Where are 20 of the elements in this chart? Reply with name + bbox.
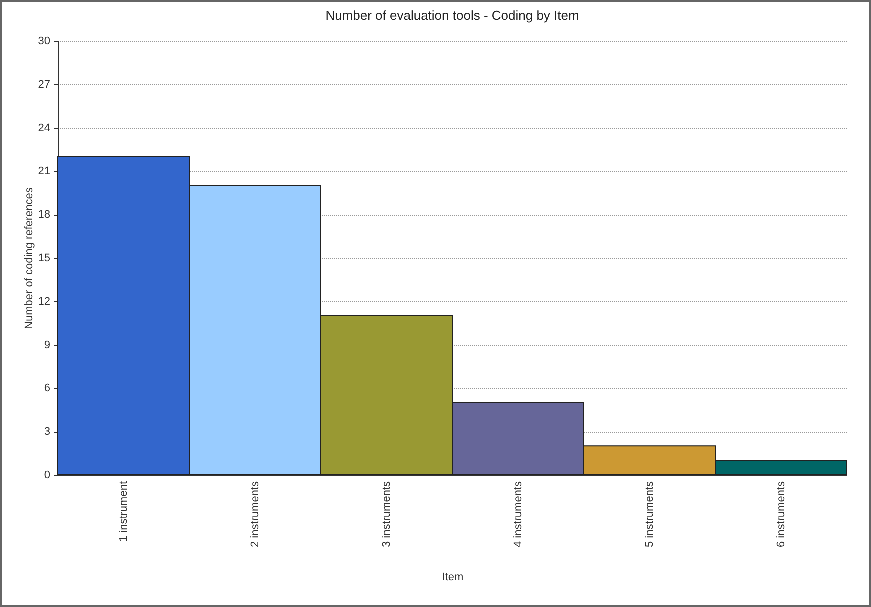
y-tick-label: 12 xyxy=(38,296,50,308)
y-tick-label: 24 xyxy=(38,122,50,134)
y-tick-label: 0 xyxy=(44,470,50,482)
y-tick-label: 27 xyxy=(38,78,50,91)
chart-title: Number of evaluation tools - Coding by Item xyxy=(326,8,580,23)
x-tick-label: 1 instrument xyxy=(118,482,130,542)
y-tick-label: 6 xyxy=(44,382,50,395)
y-axis-title: Number of coding references xyxy=(23,187,36,330)
y-tick-label: 18 xyxy=(38,209,50,222)
x-tick-label: 5 instruments xyxy=(644,481,656,548)
x-tick-label: 3 instruments xyxy=(380,481,393,548)
x-tick-label: 4 instruments xyxy=(512,481,524,548)
x-tick-label: 2 instruments xyxy=(249,481,262,548)
x-axis-title: Item xyxy=(442,572,464,584)
y-tick-label: 30 xyxy=(38,36,50,48)
y-tick-label: 9 xyxy=(44,339,50,352)
y-tick-label: 21 xyxy=(38,166,50,178)
y-tick-label: 15 xyxy=(38,252,50,264)
y-tick-label: 3 xyxy=(44,426,50,438)
x-tick-label: 6 instruments xyxy=(775,481,788,548)
